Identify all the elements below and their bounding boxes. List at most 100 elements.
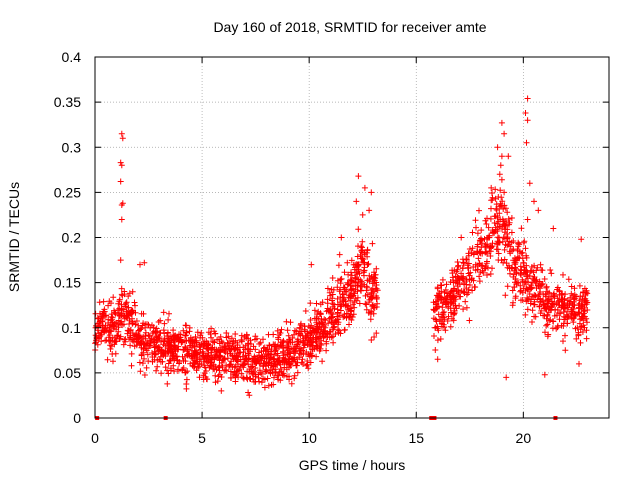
data-point [169,348,175,355]
x-tick-label: 10 [301,430,317,446]
data-point [308,339,315,346]
data-point [437,282,444,289]
data-point [368,337,375,343]
data-point [317,340,323,347]
data-point [180,327,187,334]
data-point [219,364,226,370]
data-point [348,257,355,264]
data-point [524,275,531,282]
x-tick-label: 5 [198,430,206,446]
data-point [256,341,263,347]
data-point [339,294,346,301]
data-point [492,195,499,202]
data-point [465,260,472,267]
data-point [335,262,342,269]
data-point [267,354,274,360]
data-point [250,371,257,378]
data-point [444,293,451,300]
data-point [243,332,250,339]
data-point [554,312,560,319]
x-tick-label: 0 [91,430,99,446]
data-point [440,321,447,328]
data-point [297,332,304,339]
data-point [483,260,490,267]
data-point [546,296,553,303]
data-point [486,232,493,239]
data-point [155,319,162,325]
data-point [485,264,491,271]
data-point [505,216,512,222]
data-point [466,246,473,252]
data-point [459,265,466,271]
data-point [355,268,362,274]
data-point [311,325,317,332]
data-point [446,299,452,306]
data-point [356,300,363,307]
data-point [478,237,485,243]
data-point [524,216,531,223]
data-point [232,331,239,337]
data-point [450,295,457,302]
data-point [115,307,122,314]
data-point [483,248,490,255]
data-point [161,330,168,337]
data-point [324,300,331,307]
data-point [211,339,218,346]
data-point [118,305,125,312]
data-point [441,289,448,296]
data-point [487,271,494,277]
data-point [129,320,136,327]
grid [95,57,609,418]
data-point [442,327,449,334]
data-point [120,341,127,348]
data-point [576,300,583,307]
data-point [474,241,481,248]
data-point [145,358,152,365]
data-point [577,326,584,333]
data-point [510,274,517,280]
data-point [131,343,138,350]
data-point [308,330,315,336]
data-point [192,349,199,356]
data-point [261,376,268,383]
data-point [183,329,190,336]
data-point [543,284,550,291]
data-point [478,262,485,269]
data-point [152,351,159,358]
data-point [584,319,590,326]
data-point [128,350,135,357]
data-point [495,239,502,246]
data-point [334,313,341,320]
data-point [196,374,203,381]
data-point [498,119,505,126]
data-point [95,315,102,322]
data-point [104,356,111,363]
data-point [278,326,285,333]
data-point [531,198,537,205]
data-point [205,341,212,348]
data-point [160,352,167,359]
data-point [325,307,332,314]
data-point [240,375,247,382]
data-point [535,207,542,214]
data-point [101,328,108,335]
data-point [307,317,314,323]
data-point [194,329,201,336]
data-point [348,287,354,294]
data-point [501,130,508,137]
data-point [123,299,130,306]
data-point [258,371,265,377]
data-point [276,359,283,366]
data-point [484,272,490,278]
data-point [287,319,294,326]
data-point [127,342,134,349]
data-point [223,330,230,336]
data-point [371,334,378,340]
data-point [283,318,290,325]
data-point [536,303,543,310]
data-point [458,288,465,294]
data-point [332,331,339,337]
data-point [516,241,523,248]
data-point [437,336,444,342]
x-tick-label: 20 [516,430,532,446]
